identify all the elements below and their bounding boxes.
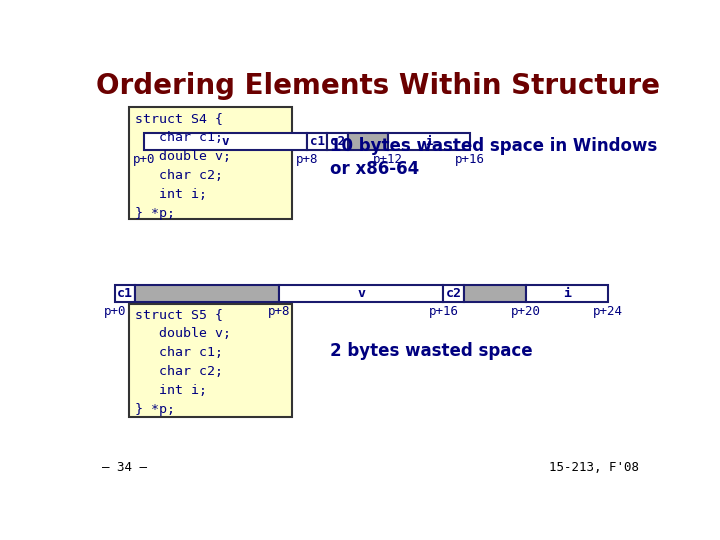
Bar bbox=[135, 285, 279, 302]
Text: 15-213, F'08: 15-213, F'08 bbox=[549, 462, 639, 475]
Bar bbox=[328, 132, 348, 150]
Bar bbox=[444, 285, 464, 302]
Text: p+12: p+12 bbox=[374, 153, 403, 166]
Text: p+8: p+8 bbox=[296, 153, 318, 166]
Text: p+20: p+20 bbox=[510, 305, 541, 318]
Text: c1: c1 bbox=[310, 134, 325, 147]
Text: 10 bytes wasted space in Windows: 10 bytes wasted space in Windows bbox=[330, 137, 657, 154]
Text: p+8: p+8 bbox=[268, 305, 290, 318]
Text: p+0: p+0 bbox=[104, 305, 126, 318]
Bar bbox=[526, 285, 608, 302]
Text: c2: c2 bbox=[330, 134, 345, 147]
Text: c2: c2 bbox=[446, 287, 462, 300]
Bar bbox=[144, 132, 307, 150]
Bar bbox=[464, 285, 526, 302]
Bar bbox=[388, 132, 469, 150]
Text: – 34 –: – 34 – bbox=[102, 462, 147, 475]
Bar bbox=[114, 285, 135, 302]
Text: p+16: p+16 bbox=[428, 305, 459, 318]
Bar bbox=[129, 303, 292, 417]
Text: p+0: p+0 bbox=[133, 153, 156, 166]
Text: p+16: p+16 bbox=[455, 153, 485, 166]
Text: i: i bbox=[426, 134, 433, 147]
Text: struct S4 {
   char c1;
   double v;
   char c2;
   int i;
} *p;: struct S4 { char c1; double v; char c2; … bbox=[135, 112, 231, 220]
Bar bbox=[348, 132, 388, 150]
Text: c1: c1 bbox=[117, 287, 133, 300]
Text: Ordering Elements Within Structure: Ordering Elements Within Structure bbox=[96, 72, 660, 100]
Text: struct S5 {
   double v;
   char c1;
   char c2;
   int i;
} *p;: struct S5 { double v; char c1; char c2; … bbox=[135, 308, 231, 416]
Text: 2 bytes wasted space: 2 bytes wasted space bbox=[330, 342, 533, 360]
Bar bbox=[129, 107, 292, 219]
Text: v: v bbox=[357, 287, 365, 300]
Text: p+24: p+24 bbox=[593, 305, 623, 318]
Text: i: i bbox=[562, 287, 571, 300]
Text: or x86-64: or x86-64 bbox=[330, 160, 420, 178]
Bar bbox=[307, 132, 328, 150]
Bar bbox=[279, 285, 444, 302]
Text: v: v bbox=[222, 134, 230, 147]
